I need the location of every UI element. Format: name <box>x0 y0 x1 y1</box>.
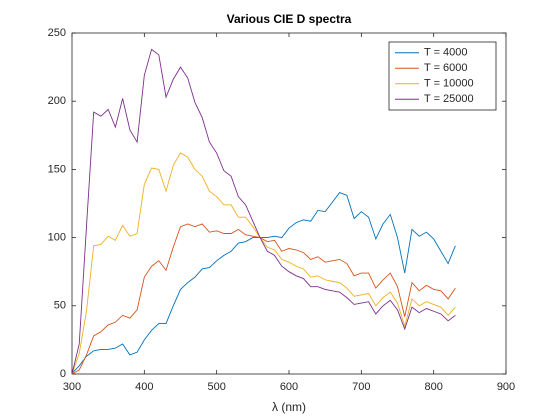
x-tick-label: 900 <box>497 381 515 393</box>
series-line <box>71 48 456 375</box>
series-line <box>71 192 456 374</box>
legend-label: T = 4000 <box>424 47 468 59</box>
legend-label: T = 10000 <box>424 78 474 90</box>
series-line <box>71 152 456 375</box>
chart-title: Various CIE D spectra <box>227 12 352 26</box>
legend-label: T = 25000 <box>424 93 474 105</box>
x-tick-label: 700 <box>352 381 370 393</box>
y-tick-label: 0 <box>60 368 66 380</box>
y-tick-label: 50 <box>54 300 66 312</box>
y-tick-label: 200 <box>48 95 66 107</box>
x-axis-label: λ (nm) <box>272 400 306 414</box>
legend-box <box>388 41 497 111</box>
x-tick-label: 400 <box>135 381 153 393</box>
series-line <box>71 223 456 375</box>
y-tick-label: 100 <box>48 232 66 244</box>
legend-label: T = 6000 <box>424 62 468 74</box>
x-tick-label: 800 <box>424 381 442 393</box>
y-tick-label: 250 <box>48 27 66 39</box>
y-tick-label: 150 <box>48 163 66 175</box>
x-tick-label: 600 <box>280 381 298 393</box>
x-tick-label: 500 <box>207 381 225 393</box>
x-tick-label: 300 <box>63 381 81 393</box>
